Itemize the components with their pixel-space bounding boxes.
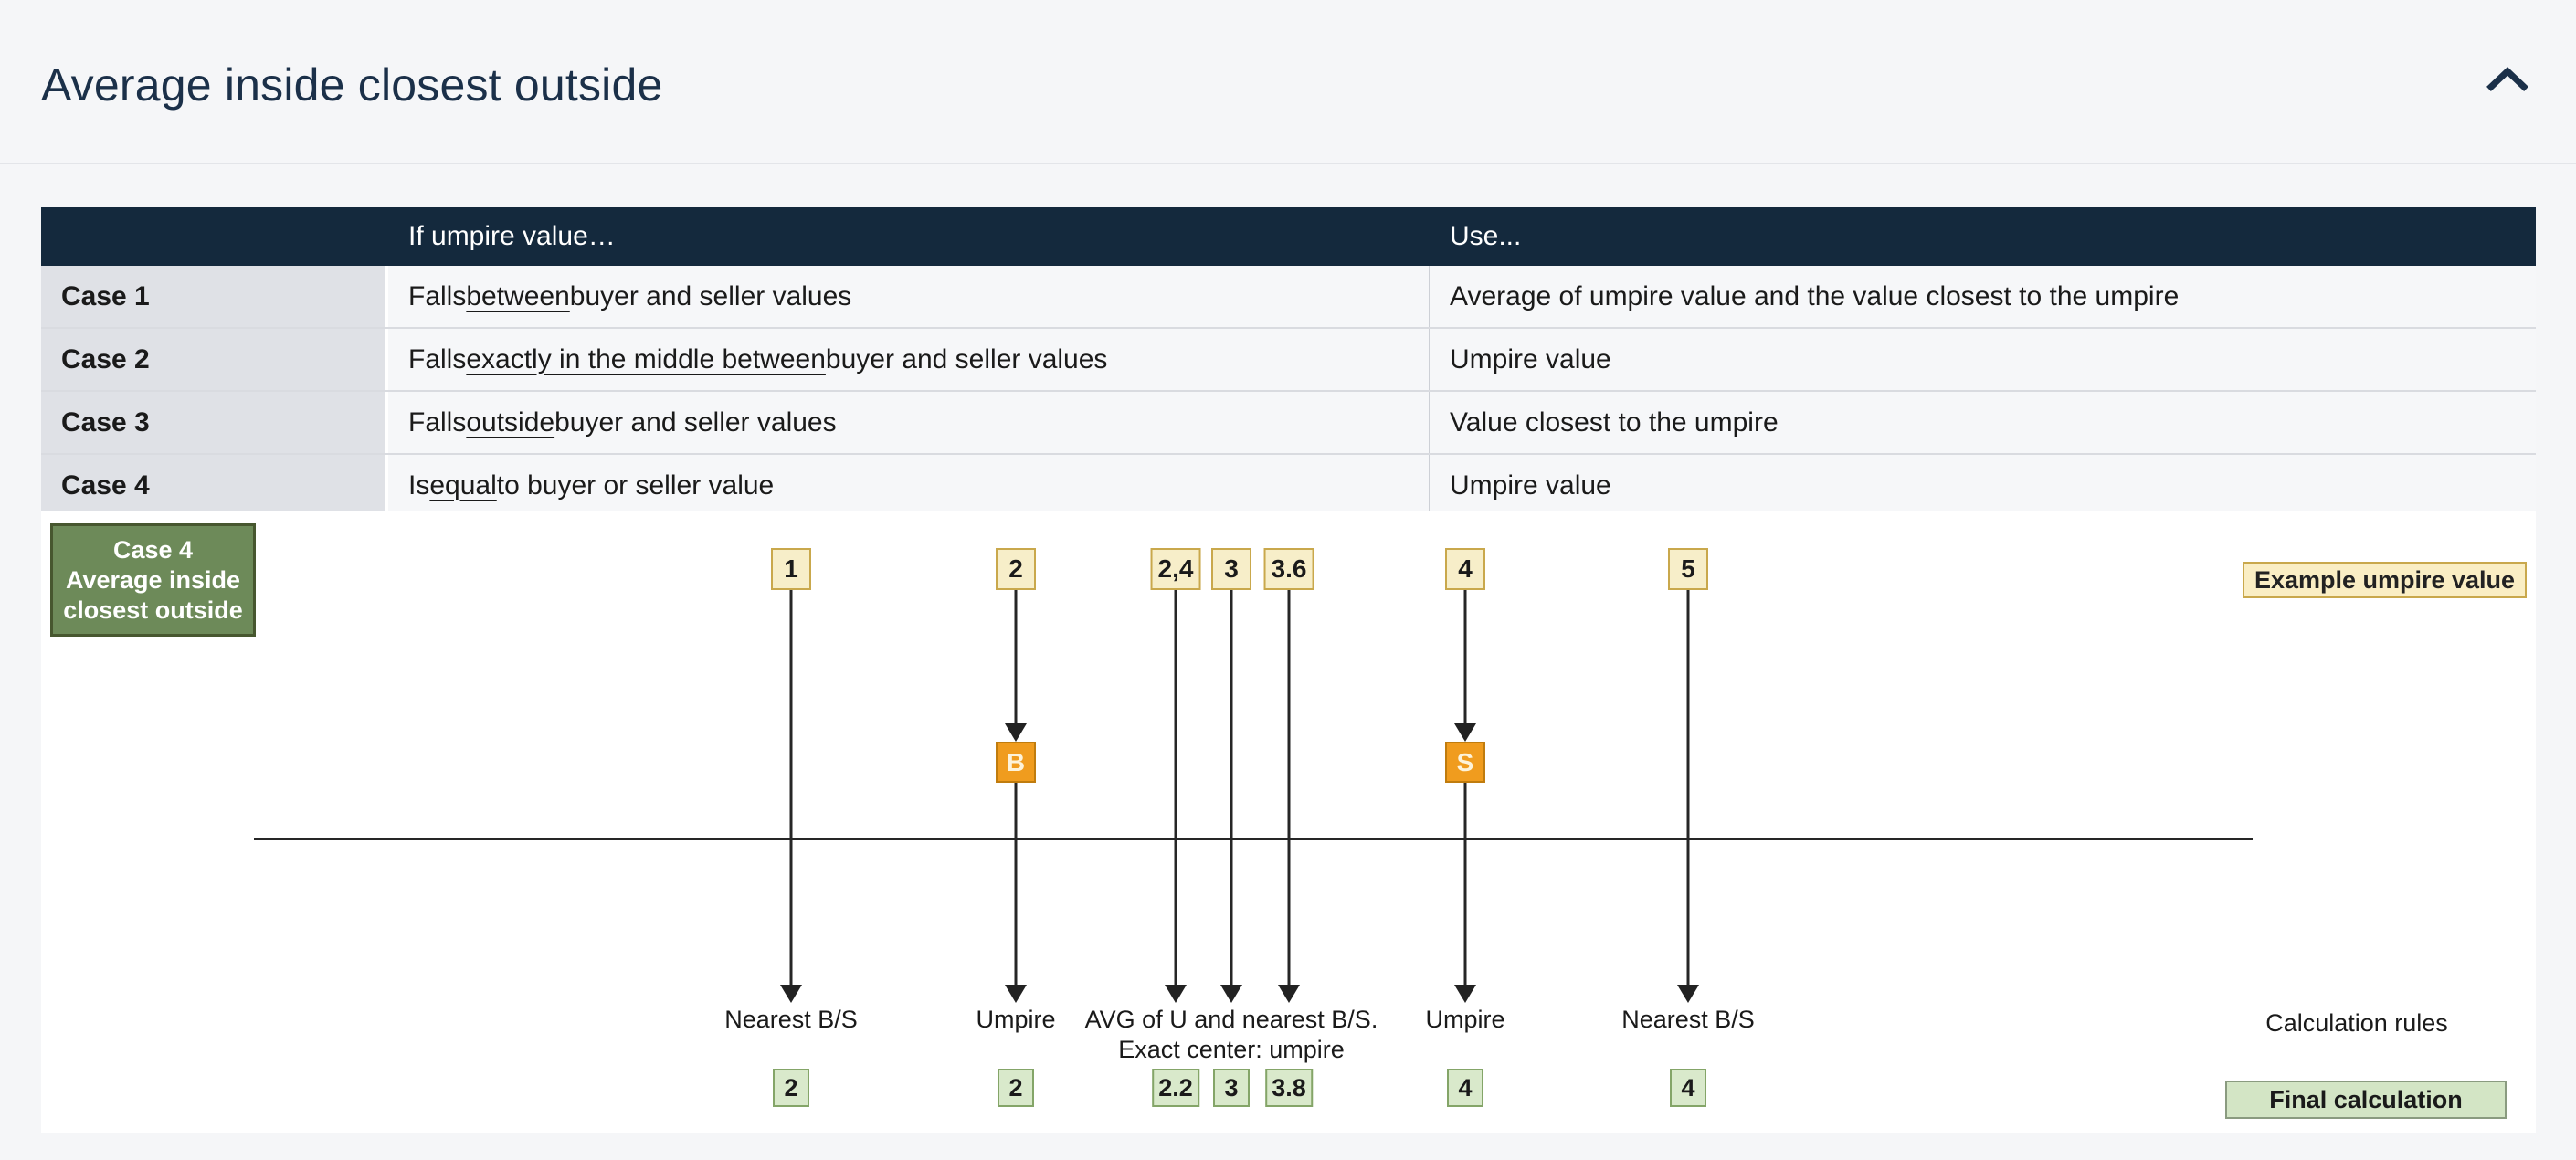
arrowhead-icon <box>1278 985 1300 1003</box>
final-value-box: 4 <box>1670 1069 1706 1107</box>
drop-line <box>1014 783 1018 986</box>
header-cell-use: Use... <box>1450 221 1522 251</box>
arrowhead-icon <box>1677 985 1699 1003</box>
case-box-line: Average inside <box>65 565 241 594</box>
diagram-canvas: Case 4 Average inside closest outside Ex… <box>41 511 2536 1133</box>
underlined-phrase: between <box>466 280 570 311</box>
underlined-phrase: outside <box>466 406 555 438</box>
avg-label-line2: Exact center: umpire <box>1118 1036 1345 1063</box>
avg-label-line1: AVG of U and nearest B/S. <box>1084 1006 1378 1033</box>
rules-table: If umpire value… Use... Case 1 Falls bet… <box>41 207 2536 518</box>
arrowhead-icon <box>1005 985 1027 1003</box>
arrowhead-icon <box>1220 985 1242 1003</box>
page-title: Average inside closest outside <box>41 59 663 111</box>
table-row-case1: Case 1 Falls between buyer and seller va… <box>41 266 2536 329</box>
seller-marker: S <box>1445 742 1485 783</box>
drop-line <box>789 590 793 986</box>
drop-line <box>1230 590 1233 986</box>
header-cell-empty <box>41 207 388 266</box>
number-line <box>254 838 2253 840</box>
use-cell: Umpire value <box>1450 469 1611 501</box>
final-value-box: 4 <box>1447 1069 1483 1107</box>
case-label: Case 4 <box>41 455 388 516</box>
final-value-box: 3.8 <box>1265 1069 1313 1107</box>
table-row-case4: Case 4 Is equal to buyer or seller value… <box>41 455 2536 518</box>
arrowhead-icon <box>1165 985 1187 1003</box>
arrowhead-icon <box>780 985 802 1003</box>
drop-line <box>1463 590 1467 727</box>
chevron-up-icon <box>2486 65 2528 97</box>
case-box-line: Case 4 <box>112 535 194 564</box>
collapse-button[interactable] <box>2476 53 2539 108</box>
arrowhead-icon <box>1005 723 1027 742</box>
case-box-line: closest outside <box>63 596 243 624</box>
drop-line <box>1463 783 1467 986</box>
final-value-box: 2.2 <box>1152 1069 1199 1107</box>
umpire-example-value: 3.6 <box>1263 548 1314 590</box>
case4-title-box: Case 4 Average inside closest outside <box>50 523 256 637</box>
underlined-phrase: exactly in the middle between <box>466 343 826 374</box>
final-value-box: 2 <box>998 1069 1034 1107</box>
calculation-rules-label: Calculation rules <box>2265 1009 2448 1037</box>
drop-line <box>1287 590 1291 986</box>
condition-cell: Is equal to buyer or seller value <box>388 455 1430 516</box>
condition-cell: Falls between buyer and seller values <box>388 266 1430 327</box>
use-cell: Umpire value <box>1450 343 1611 374</box>
panel-header: Average inside closest outside <box>41 53 2539 117</box>
use-cell: Value closest to the umpire <box>1450 406 1779 438</box>
final-value-box: 3 <box>1213 1069 1250 1107</box>
final-value-box: 2 <box>773 1069 809 1107</box>
condition-cell: Falls exactly in the middle between buye… <box>388 329 1430 390</box>
umpire-example-value: 3 <box>1211 548 1251 590</box>
umpire-example-value: 1 <box>771 548 811 590</box>
umpire-example-value: 4 <box>1445 548 1485 590</box>
axis-label-nearest-left: Nearest B/S <box>724 1006 858 1033</box>
drop-line <box>1174 590 1177 986</box>
header-cell-condition: If umpire value… <box>408 221 616 251</box>
case-label: Case 2 <box>41 329 388 390</box>
axis-label-umpire-right: Umpire <box>1425 1006 1505 1033</box>
axis-label-nearest-right: Nearest B/S <box>1621 1006 1755 1033</box>
table-header-row: If umpire value… Use... <box>41 207 2536 266</box>
use-cell: Average of umpire value and the value cl… <box>1450 280 2180 311</box>
underlined-phrase: equal <box>429 469 497 501</box>
axis-label-avg: AVG of U and nearest B/S. Exact center: … <box>1081 1005 1382 1065</box>
buyer-marker: B <box>996 742 1036 783</box>
case-label: Case 3 <box>41 392 388 453</box>
header-divider <box>0 163 2576 164</box>
umpire-example-value: 2,4 <box>1150 548 1201 590</box>
example-umpire-value-legend: Example umpire value <box>2243 562 2527 598</box>
axis-label-umpire-left: Umpire <box>976 1006 1056 1033</box>
drop-line <box>1686 590 1690 986</box>
table-row-case2: Case 2 Falls exactly in the middle betwe… <box>41 329 2536 392</box>
umpire-example-value: 5 <box>1668 548 1708 590</box>
table-row-case3: Case 3 Falls outside buyer and seller va… <box>41 392 2536 455</box>
drop-line <box>1014 590 1018 727</box>
case-label: Case 1 <box>41 266 388 327</box>
final-calculation-legend: Final calculation <box>2225 1081 2507 1119</box>
umpire-example-value: 2 <box>996 548 1036 590</box>
arrowhead-icon <box>1454 723 1476 742</box>
condition-cell: Falls outside buyer and seller values <box>388 392 1430 453</box>
arrowhead-icon <box>1454 985 1476 1003</box>
